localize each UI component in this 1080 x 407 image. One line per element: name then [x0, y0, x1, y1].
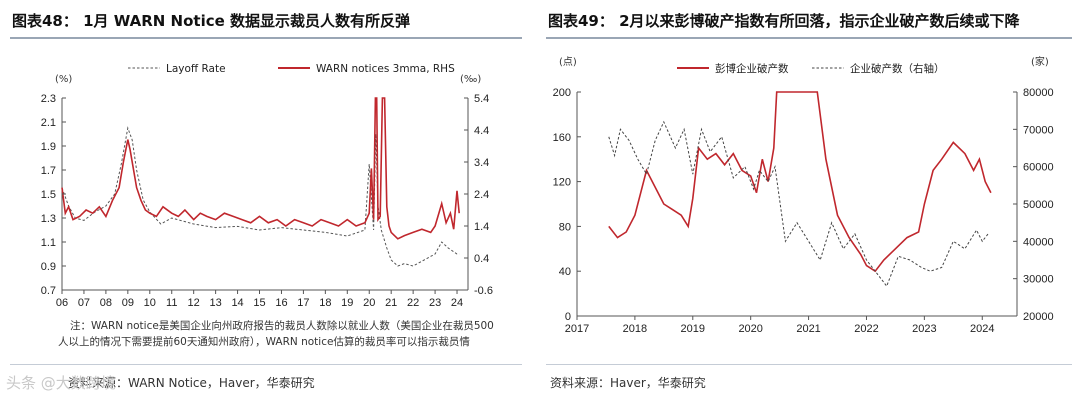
- x-tick-label: 10: [144, 297, 156, 309]
- y2-tick-label: 60000: [1023, 162, 1054, 174]
- right-title-rule: [546, 37, 1072, 39]
- x-tick-label: 2024: [970, 323, 994, 335]
- x-tick-label: 2021: [796, 323, 820, 335]
- right-axis-unit: (‰): [460, 74, 481, 85]
- warn-notice-chart: Layoff Rate WARN notices 3mma, RHS (%) (‰…: [41, 63, 493, 309]
- left-axis-unit: (%): [55, 74, 72, 85]
- y-tick-label: 0: [565, 311, 571, 323]
- y-tick-label: 0.9: [41, 261, 56, 273]
- x-tick-label: 2019: [681, 323, 705, 335]
- left-panel-title: 图表48： 1月 WARN Notice 数据显示裁员人数有所反弹: [12, 12, 411, 30]
- y2-tick-label: 50000: [1023, 199, 1054, 211]
- x-tick-label: 19: [341, 297, 353, 309]
- x-tick-label: 20: [363, 297, 375, 309]
- y-tick-label: 1.7: [41, 165, 56, 177]
- x-tick-label: 2022: [854, 323, 878, 335]
- x-tick-label: 2023: [912, 323, 936, 335]
- left-bottom-rule: [10, 364, 522, 365]
- right-panel-title: 图表49： 2月以来彭博破产指数有所回落，指示企业破产数后续或下降: [548, 12, 1020, 30]
- y2-tick-label: 40000: [1023, 236, 1054, 248]
- y2-tick-label: 1.4: [474, 221, 489, 233]
- left-title-rule: [10, 37, 522, 39]
- legend-label-1: 彭博企业破产数: [715, 62, 789, 75]
- y2-tick-label: 2.4: [474, 189, 489, 201]
- y2-tick-label: 5.4: [474, 93, 489, 105]
- series-line-2: [61, 97, 460, 240]
- x-tick-label: 09: [122, 297, 134, 309]
- x-tick-label: 07: [78, 297, 90, 309]
- x-tick-label: 12: [188, 297, 200, 309]
- legend-label-2: 企业破产数（右轴）: [850, 62, 945, 75]
- note-line-1: 注：WARN notice是美国企业向州政府报告的裁员人数除以就业人数（美国企业…: [70, 320, 494, 332]
- y-tick-label: 200: [553, 87, 571, 99]
- y2-tick-label: 70000: [1023, 124, 1054, 136]
- y2-tick-label: 3.4: [474, 157, 489, 169]
- x-tick-label: 2018: [623, 323, 647, 335]
- x-tick-label: 11: [166, 297, 177, 309]
- y-tick-label: 2.3: [41, 93, 56, 105]
- series-line-1: [61, 126, 460, 267]
- x-tick-label: 24: [451, 297, 463, 309]
- x-tick-label: 2020: [738, 323, 762, 335]
- x-tick-label: 15: [253, 297, 265, 309]
- right-axis-unit: (家): [1031, 55, 1049, 68]
- y2-tick-label: 0.4: [474, 253, 489, 265]
- bankruptcy-chart: 彭博企业破产数 企业破产数（右轴） (点) (家) 20016012080400 …: [553, 55, 1054, 335]
- y-tick-label: 1.1: [41, 237, 56, 249]
- y-tick-label: 0.7: [41, 285, 56, 297]
- x-tick-label: 17: [297, 297, 309, 309]
- y-tick-label: 2.1: [41, 117, 56, 129]
- y2-tick-label: 30000: [1023, 274, 1054, 286]
- y-tick-label: 1.5: [41, 189, 56, 201]
- y-tick-label: 40: [559, 266, 571, 278]
- chart-legend: Layoff Rate WARN notices 3mma, RHS: [128, 63, 455, 75]
- x-tick-label: 16: [275, 297, 287, 309]
- x-tick-label: 23: [429, 297, 441, 309]
- y-tick-label: 120: [553, 177, 571, 189]
- x-tick-label: 08: [100, 297, 112, 309]
- legend-label-1: Layoff Rate: [166, 63, 226, 75]
- x-tick-label: 18: [319, 297, 331, 309]
- x-tick-label: 14: [231, 297, 243, 309]
- left-axis-unit: (点): [559, 56, 577, 68]
- left-source: 资料来源：WARN Notice，Haver，华泰研究: [68, 376, 315, 390]
- y-tick-label: 1.3: [41, 213, 56, 225]
- x-tick-label: 21: [385, 297, 397, 309]
- note-line-2: 人以上的情况下需要提前60天通知州政府），WARN notice估算的裁员率可以…: [58, 336, 470, 348]
- legend-label-2: WARN notices 3mma, RHS: [316, 63, 455, 75]
- series-line-2: [608, 120, 989, 288]
- y-tick-label: 160: [553, 132, 571, 144]
- y2-tick-label: -0.6: [474, 285, 493, 297]
- y2-tick-label: 20000: [1023, 311, 1054, 323]
- y2-tick-label: 80000: [1023, 87, 1054, 99]
- y-tick-label: 80: [559, 221, 571, 233]
- y-tick-label: 1.9: [41, 141, 56, 153]
- chart-legend: 彭博企业破产数 企业破产数（右轴）: [677, 62, 945, 75]
- series-line-1: [608, 91, 992, 273]
- y2-tick-label: 4.4: [474, 125, 489, 137]
- x-tick-label: 06: [56, 297, 68, 309]
- right-source: 资料来源：Haver，华泰研究: [550, 376, 706, 390]
- x-tick-label: 2017: [565, 323, 589, 335]
- right-bottom-rule: [546, 364, 1072, 365]
- x-tick-label: 13: [209, 297, 221, 309]
- watermark: 头条 @大数跨境: [6, 374, 116, 392]
- x-tick-label: 22: [407, 297, 419, 309]
